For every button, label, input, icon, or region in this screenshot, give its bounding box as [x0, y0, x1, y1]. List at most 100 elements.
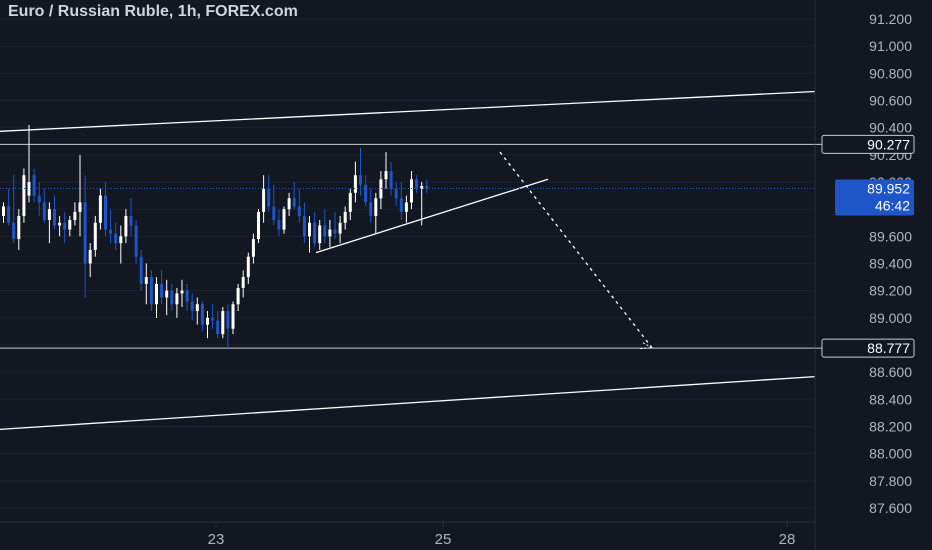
candle-body-4	[22, 175, 26, 216]
candle-body-41	[211, 317, 215, 321]
candle-body-82	[420, 186, 424, 189]
y-tick-label-13: 88.600	[869, 364, 912, 380]
candle-body-66	[338, 222, 342, 234]
candle-body-53	[272, 206, 276, 221]
candle-body-68	[348, 192, 352, 212]
candle-body-37	[190, 301, 194, 312]
candle-body-71	[364, 184, 368, 203]
candle-body-75	[384, 171, 388, 180]
candle-body-25	[129, 215, 133, 226]
upper-channel-line	[0, 90, 816, 132]
y-tick-label-8: 89.600	[869, 228, 912, 244]
candle-body-70	[359, 175, 362, 185]
candle-body-50	[257, 211, 260, 240]
candle-body-74	[379, 179, 383, 199]
candle-body-32	[165, 290, 169, 298]
candle-body-33	[170, 290, 174, 305]
candle-body-54	[277, 220, 281, 230]
support-tag-box	[821, 338, 915, 358]
candle-body-56	[287, 198, 291, 210]
x-tick-label-2: 28	[779, 531, 796, 548]
candle-body-26	[134, 225, 138, 257]
candle-body-57	[292, 198, 296, 207]
candle-body-55	[282, 209, 286, 230]
candle-body-20	[104, 195, 107, 230]
candle-body-73	[374, 198, 378, 216]
x-tick-label-1: 25	[435, 531, 452, 548]
candle-body-59	[302, 215, 306, 237]
candle-body-65	[333, 229, 337, 234]
y-tick-label-2: 90.800	[869, 65, 912, 81]
y-tick-label-18: 87.600	[869, 500, 912, 516]
candle-body-0	[2, 206, 5, 216]
candle-body-51	[262, 188, 266, 212]
resistance-tag-box	[821, 134, 915, 154]
candle-body-42	[216, 320, 220, 335]
candle-body-80	[410, 179, 413, 203]
candle-body-45	[231, 304, 235, 329]
candle-body-34	[175, 293, 179, 305]
candle-body-19	[98, 195, 102, 223]
time-axis[interactable]: 23 25 28	[208, 522, 796, 548]
candle-body-5	[27, 182, 31, 196]
candle-body-49	[251, 239, 255, 257]
candle-body-39	[200, 304, 204, 325]
candle-body-16	[83, 202, 87, 264]
candle-body-77	[394, 188, 398, 199]
lower-channel-line	[0, 376, 816, 431]
candle-body-64	[328, 229, 332, 237]
candle-body-52	[267, 188, 271, 207]
candle-body-17	[88, 249, 92, 264]
candle-body-35	[180, 290, 184, 294]
candle-body-14	[73, 211, 77, 221]
candle-body-61	[313, 222, 317, 244]
candle-body-21	[109, 229, 113, 234]
x-tick-label-0: 23	[208, 531, 225, 548]
candle-body-31	[160, 283, 164, 298]
candle-body-15	[78, 202, 82, 212]
candle-body-8	[42, 202, 46, 221]
current-price-box	[835, 179, 914, 216]
candle-body-18	[93, 222, 97, 250]
y-tick-label-1: 91.000	[869, 38, 912, 54]
candle-body-23	[119, 236, 123, 244]
trend-drawings[interactable]	[0, 90, 816, 431]
resistance-tag-label: 90.277	[867, 136, 910, 152]
candle-body-29	[149, 277, 153, 305]
candle-body-27	[139, 256, 143, 284]
candle-body-30	[155, 283, 158, 305]
candle-body-40	[206, 317, 209, 325]
support-tag-label: 88.777	[867, 340, 910, 356]
candle-body-43	[221, 311, 225, 335]
candle-body-78	[399, 198, 403, 212]
y-tick-label-3: 90.600	[869, 93, 912, 109]
candle-body-76	[389, 171, 393, 189]
candle-body-67	[343, 211, 347, 223]
candle-body-38	[195, 304, 199, 312]
candle-body-3	[17, 215, 21, 240]
candle-body-44	[226, 311, 230, 329]
y-tick-label-9: 89.400	[869, 256, 912, 272]
candle-body-10	[53, 209, 56, 226]
current-price-label: 89.952	[867, 181, 910, 197]
y-tick-label-10: 89.200	[869, 283, 912, 299]
candle-body-22	[114, 233, 118, 244]
y-tick-label-14: 88.400	[869, 391, 912, 407]
candle-body-63	[323, 225, 327, 237]
candle-body-1	[7, 206, 11, 223]
horizontal-levels[interactable]	[0, 143, 815, 349]
chart-title: Euro / Russian Ruble, 1h, FOREX.com	[8, 3, 298, 20]
candle-body-28	[144, 277, 148, 284]
candle-body-13	[68, 220, 72, 230]
candle-body-69	[353, 175, 357, 193]
candle-body-60	[308, 222, 311, 237]
candle-body-58	[297, 206, 301, 216]
candlestick-series	[2, 124, 429, 348]
candle-body-11	[58, 222, 62, 226]
y-tick-label-11: 89.000	[869, 310, 912, 326]
triangle-support-line	[315, 178, 549, 254]
candle-body-48	[246, 256, 250, 278]
candle-body-83	[425, 186, 429, 189]
